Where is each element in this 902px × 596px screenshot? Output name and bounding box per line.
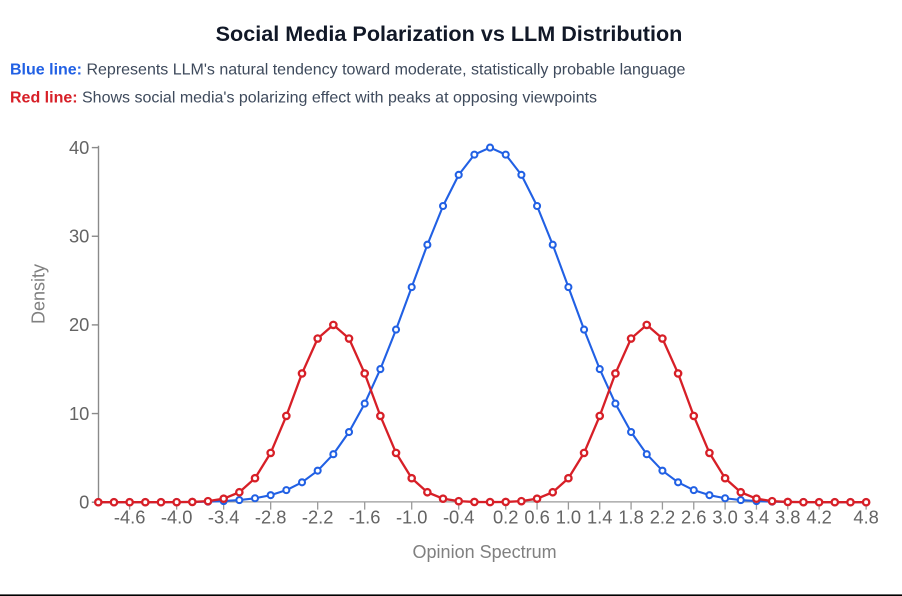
- svg-text:4.8: 4.8: [853, 507, 878, 528]
- svg-text:Social Media Polarization vs L: Social Media Polarization vs LLM Distrib…: [216, 21, 683, 46]
- svg-text:1.0: 1.0: [556, 507, 581, 528]
- svg-text:1.8: 1.8: [618, 507, 643, 528]
- svg-text:1.4: 1.4: [587, 507, 612, 528]
- svg-text:Blue line: Represents LLM's na: Blue line: Represents LLM's natural tend…: [10, 62, 686, 79]
- svg-text:0.6: 0.6: [524, 507, 549, 528]
- svg-text:-4.6: -4.6: [114, 507, 146, 528]
- svg-text:40: 40: [69, 137, 89, 158]
- svg-text:-1.6: -1.6: [349, 507, 381, 528]
- svg-text:3.8: 3.8: [775, 507, 800, 528]
- svg-text:Red line: Shows social media's: Red line: Shows social media's polarizin…: [10, 89, 597, 106]
- svg-text:-2.8: -2.8: [255, 507, 287, 528]
- svg-text:0: 0: [79, 492, 89, 513]
- svg-text:3.4: 3.4: [744, 507, 769, 528]
- svg-text:4.2: 4.2: [806, 507, 831, 528]
- svg-text:-3.4: -3.4: [208, 507, 240, 528]
- svg-text:0.2: 0.2: [493, 507, 518, 528]
- svg-text:Density: Density: [28, 264, 48, 324]
- svg-text:-2.2: -2.2: [302, 507, 334, 528]
- svg-text:2.2: 2.2: [650, 507, 675, 528]
- svg-text:-0.4: -0.4: [443, 507, 475, 528]
- svg-text:2.6: 2.6: [681, 507, 706, 528]
- svg-text:3.0: 3.0: [712, 507, 737, 528]
- svg-text:30: 30: [69, 226, 89, 247]
- svg-text:-4.0: -4.0: [161, 507, 193, 528]
- svg-text:Opinion Spectrum: Opinion Spectrum: [413, 542, 557, 562]
- svg-text:-1.0: -1.0: [396, 507, 428, 528]
- svg-text:20: 20: [69, 314, 89, 335]
- svg-text:10: 10: [69, 403, 89, 424]
